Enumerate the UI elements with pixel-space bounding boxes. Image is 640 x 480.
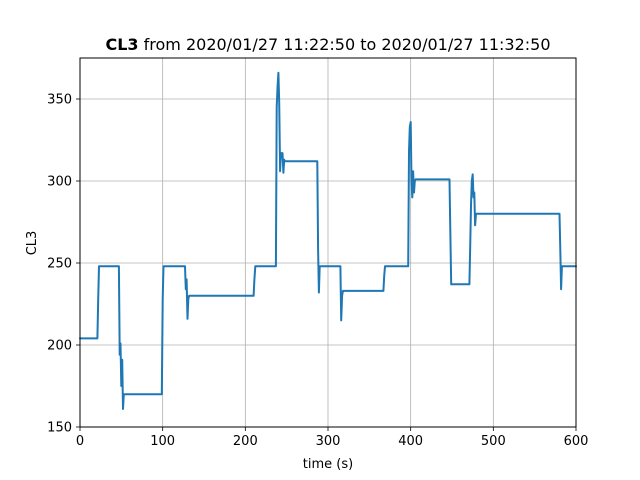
chart-title-rest: from 2020/01/27 11:22:50 to 2020/01/27 1… [139, 35, 551, 54]
x-tick-label: 600 [564, 434, 589, 449]
x-tick-label: 500 [481, 434, 506, 449]
y-tick-label: 250 [47, 257, 72, 272]
x-tick-label: 0 [76, 434, 84, 449]
y-tick-label: 200 [47, 339, 72, 354]
y-tick-label: 350 [47, 93, 72, 108]
grid-lines [79, 58, 577, 428]
chart-title-bold: CL3 [105, 35, 138, 54]
data-series [79, 71, 577, 410]
series-line [79, 71, 577, 410]
axis-ticks: 0 100 200 300 400 500 600 150 200 250 300 350 [47, 93, 588, 450]
x-tick-label: 300 [316, 434, 341, 449]
x-tick-label: 100 [150, 434, 175, 449]
y-axis-label: CL3 [25, 231, 40, 256]
y-tick-label: 300 [47, 175, 72, 190]
chart-title: CL3 from 2020/01/27 11:22:50 to 2020/01/… [105, 35, 550, 54]
x-tick-label: 400 [398, 434, 423, 449]
x-axis-label: time (s) [303, 457, 353, 472]
y-tick-label: 150 [47, 421, 72, 436]
x-tick-label: 200 [233, 434, 258, 449]
